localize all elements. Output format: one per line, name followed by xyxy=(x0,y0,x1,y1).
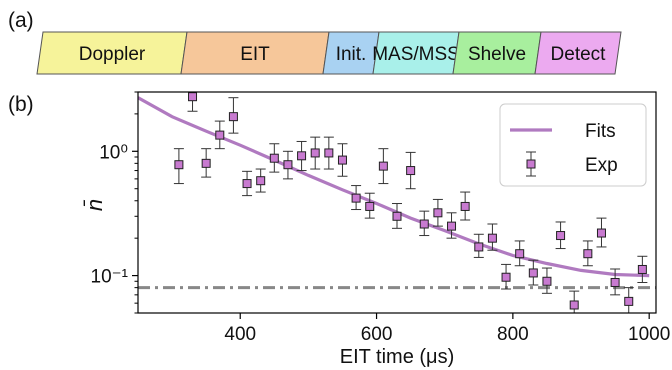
data-point xyxy=(501,272,511,282)
panel-b-label: (b) xyxy=(8,93,34,116)
data-point xyxy=(569,300,579,310)
y-tick-label: 10⁰ xyxy=(99,142,128,163)
data-point xyxy=(542,276,552,286)
data-point xyxy=(528,268,538,278)
x-tick-label: 600 xyxy=(361,324,393,345)
data-point xyxy=(406,166,416,176)
data-point xyxy=(337,155,347,165)
data-point xyxy=(351,193,361,203)
data-point xyxy=(433,208,443,218)
x-tick-label: 1000 xyxy=(628,324,670,345)
data-point xyxy=(242,179,252,189)
pulse-sequence: Doppler EIT Init. MAS/MSS Shelve Detect xyxy=(36,31,622,75)
sequence-block-label: Doppler xyxy=(79,44,146,65)
data-point xyxy=(365,201,375,211)
data-point xyxy=(515,249,525,259)
data-point xyxy=(378,161,388,171)
data-point xyxy=(174,160,184,170)
data-point xyxy=(188,92,198,102)
sequence-block-label: Init. xyxy=(336,44,367,65)
sequence-block-detect xyxy=(534,31,622,75)
sequence-block-label: Detect xyxy=(551,44,607,65)
legend-marker-swatch xyxy=(526,159,536,169)
data-point xyxy=(460,201,470,211)
sequence-block-label: MAS/MSS xyxy=(372,44,460,65)
x-tick-label: 400 xyxy=(224,324,256,345)
data-point xyxy=(556,231,566,241)
data-point xyxy=(419,219,429,229)
axes: 400 600 800 1000 10⁻¹ 10⁰ xyxy=(91,91,670,345)
sequence-block-label: Shelve xyxy=(468,44,526,65)
y-axis-label: n̄ xyxy=(82,199,107,211)
chart: 400 600 800 1000 10⁻¹ 10⁰ EIT time (μs) n̄ Fi… xyxy=(82,91,670,368)
legend-label: Exp xyxy=(585,155,618,176)
data-point xyxy=(269,153,279,163)
data-point xyxy=(256,176,266,186)
data-point xyxy=(596,228,606,238)
legend: Fits Exp xyxy=(499,103,647,187)
data-point xyxy=(392,211,402,221)
data-point xyxy=(297,151,307,161)
data-point xyxy=(228,112,238,122)
data-point xyxy=(487,233,497,243)
data-point xyxy=(610,277,620,287)
x-axis-label: EIT time (μs) xyxy=(340,346,455,368)
data-point xyxy=(637,264,647,274)
data-point xyxy=(624,296,634,306)
data-point xyxy=(324,148,334,158)
data-point xyxy=(310,148,320,158)
panel-a-label: (a) xyxy=(8,9,34,32)
data-point xyxy=(283,160,293,170)
legend-label: Fits xyxy=(585,121,616,142)
data-point xyxy=(447,221,457,231)
data-point xyxy=(583,249,593,259)
x-tick-label: 800 xyxy=(497,324,529,345)
plot-frame xyxy=(137,91,657,314)
data-point xyxy=(201,158,211,168)
chart-marks xyxy=(138,92,656,313)
data-point xyxy=(215,130,225,140)
legend-box xyxy=(499,103,647,187)
y-tick-label: 10⁻¹ xyxy=(91,267,129,288)
sequence-block-label: EIT xyxy=(240,44,270,65)
data-point xyxy=(474,242,484,252)
